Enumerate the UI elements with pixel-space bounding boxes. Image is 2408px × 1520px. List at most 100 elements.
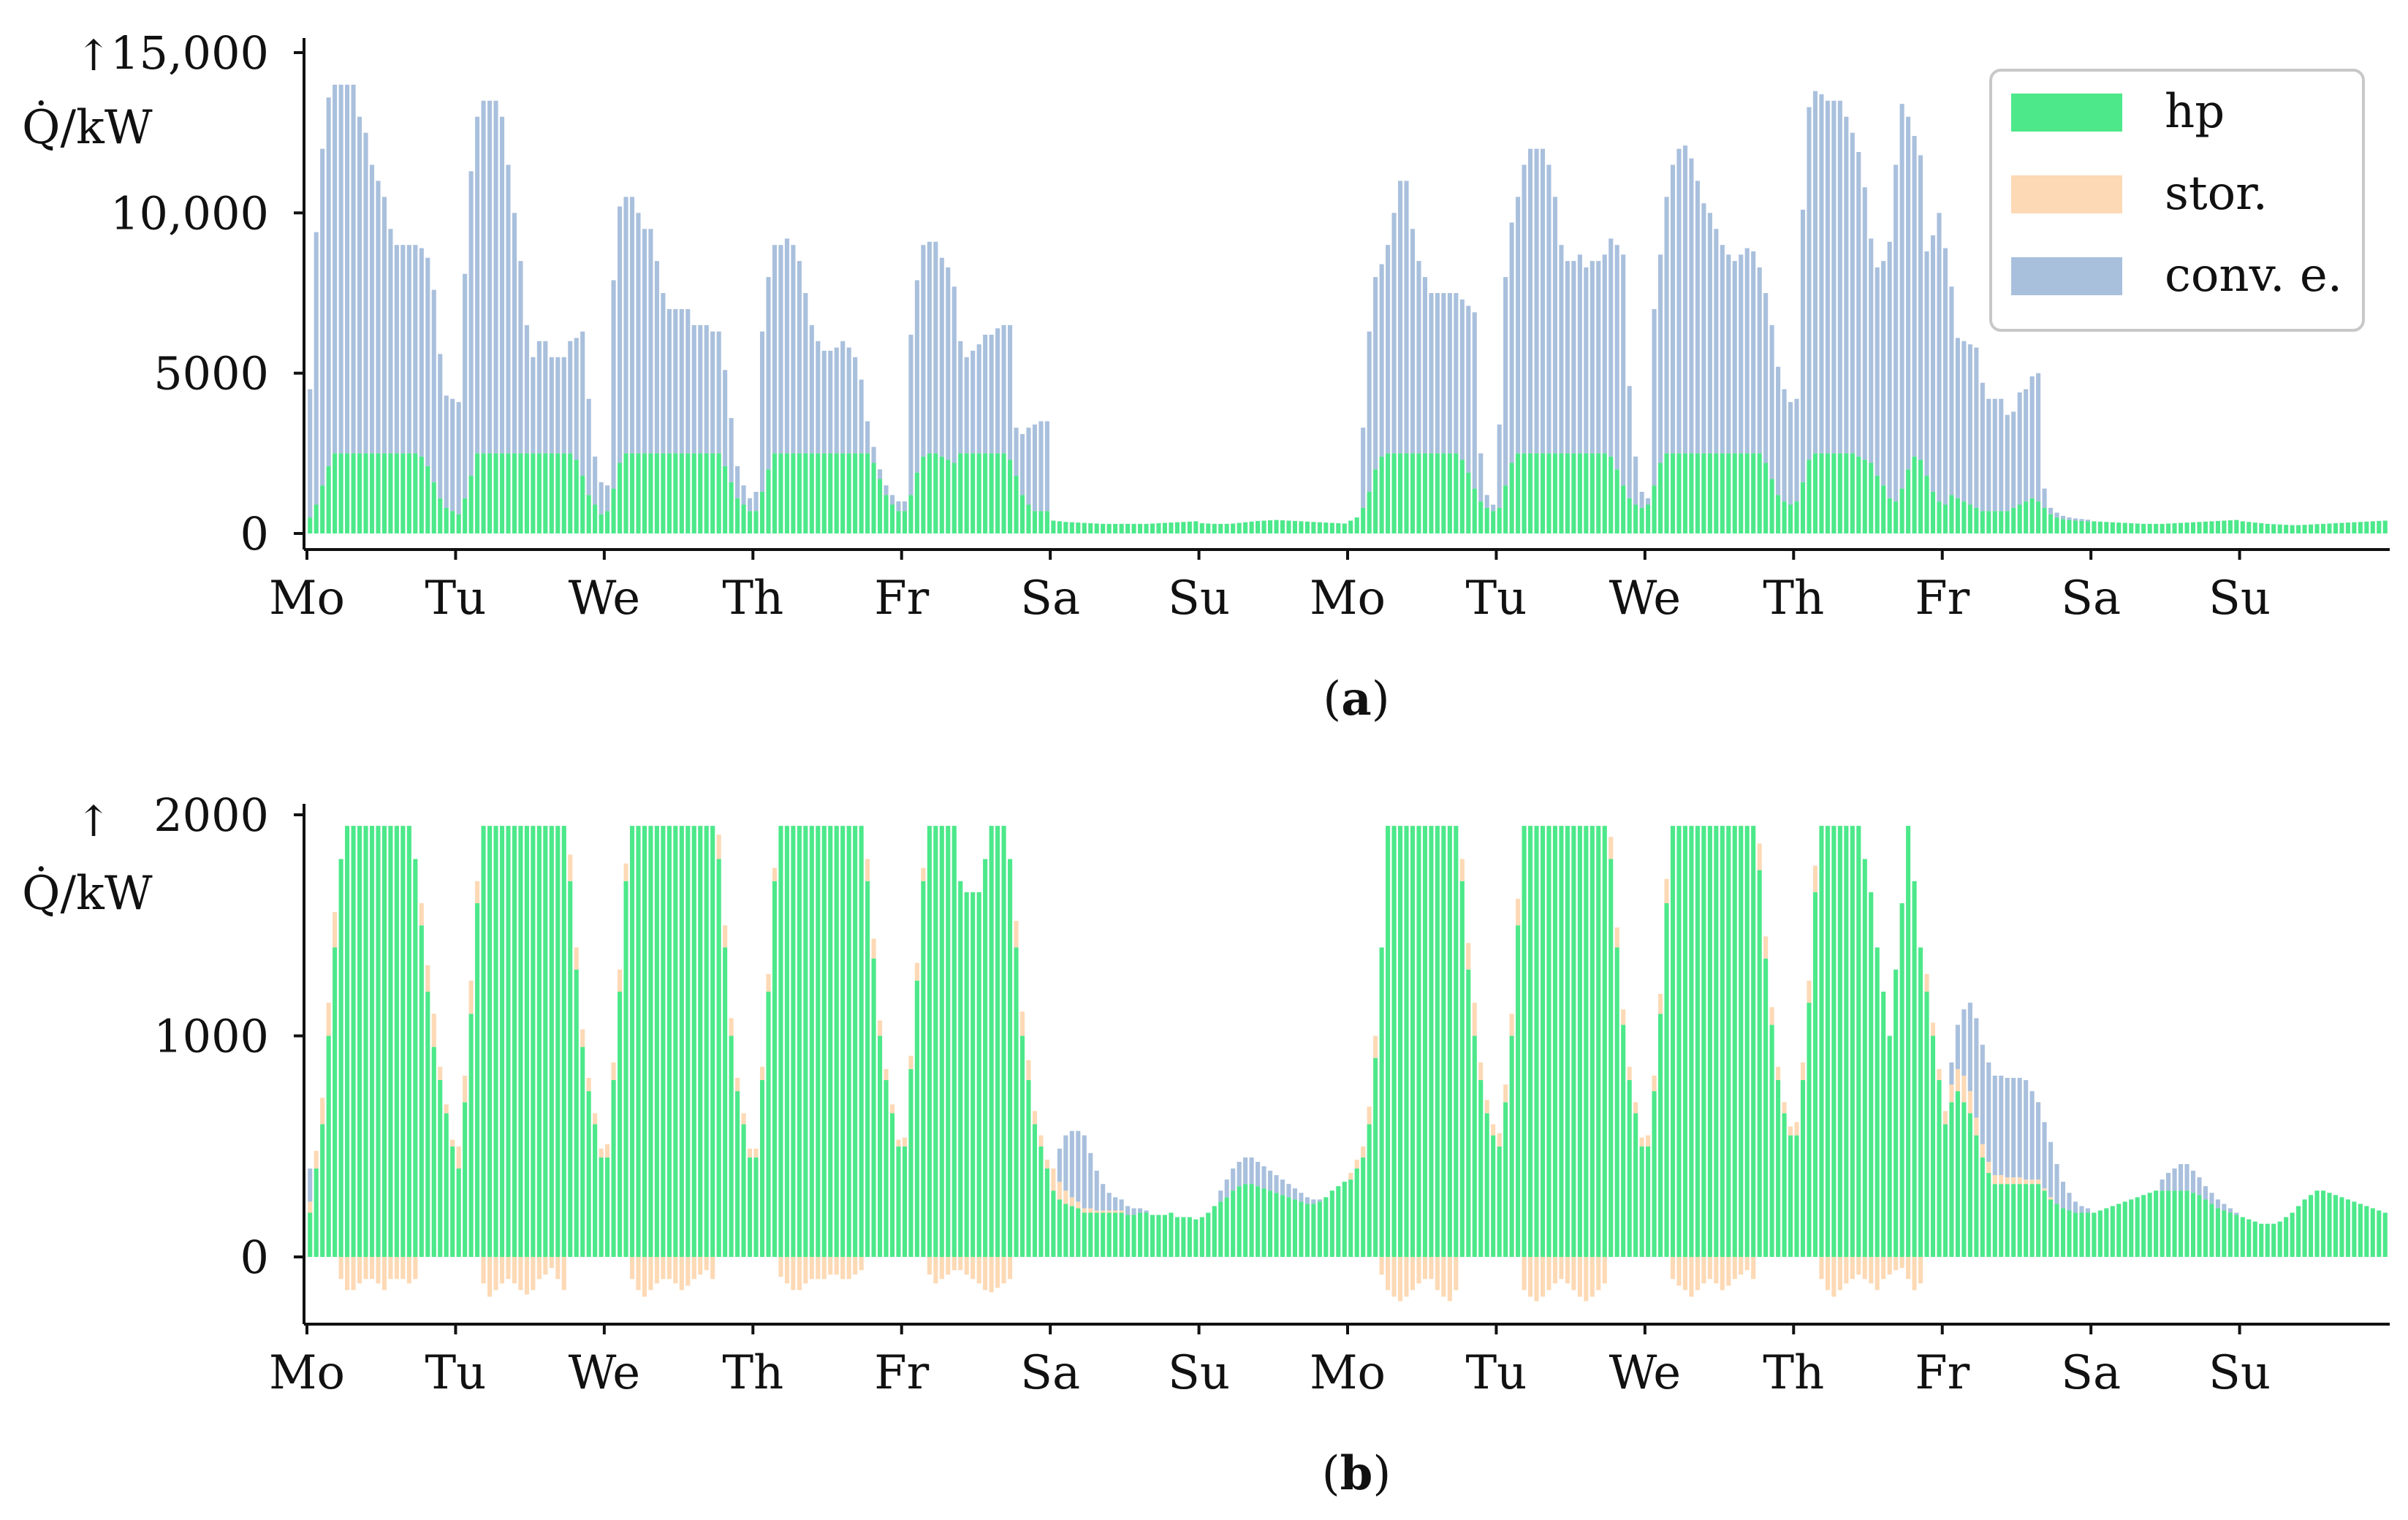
bar-hp — [2017, 504, 2022, 533]
bar-conv — [413, 245, 418, 454]
bar-conv — [524, 324, 529, 454]
bar-hp — [1844, 826, 1849, 1258]
bar-hp — [933, 453, 938, 533]
bar-hp — [1131, 523, 1136, 533]
bar-hp — [1299, 1201, 1304, 1258]
bar-hp — [2271, 524, 2276, 533]
bar-hp — [1881, 992, 1886, 1257]
bar-hp — [1812, 453, 1818, 533]
bar-conv — [531, 357, 536, 454]
bar-stor — [499, 1257, 505, 1284]
x-tick-label: Fr — [1915, 571, 1970, 626]
bar-hp — [654, 453, 659, 533]
bar-hp — [691, 826, 696, 1258]
bar-conv — [2079, 1206, 2084, 1213]
bar-conv — [2172, 1168, 2177, 1191]
bar-conv — [1652, 308, 1657, 486]
bar-hp — [333, 453, 338, 533]
bar-stor — [840, 1257, 846, 1280]
bar-hp — [1633, 1113, 1638, 1258]
bar-conv — [1670, 164, 1676, 454]
bar-hp — [338, 453, 343, 533]
bar-hp — [2048, 514, 2054, 533]
bar-hp — [1894, 501, 1899, 533]
bar-hp — [487, 826, 493, 1258]
bar-hp — [1522, 453, 1527, 533]
bar-hp — [1317, 522, 1322, 533]
bar-conv — [2085, 1208, 2090, 1213]
bar-stor — [673, 1257, 678, 1284]
bar-stor — [1602, 1257, 1607, 1284]
bar-hp — [1268, 1190, 1273, 1257]
bar-conv — [1769, 324, 1774, 479]
bar-conv — [859, 379, 864, 454]
bar-conv — [1875, 267, 1880, 476]
bar-conv — [1299, 1193, 1304, 1202]
bar-stor — [1967, 1091, 1972, 1114]
bar-hp — [1076, 522, 1081, 533]
bar-hp — [1701, 826, 1706, 1258]
bar-stor — [351, 1257, 356, 1291]
bar-hp — [753, 511, 759, 533]
bar-hp — [1540, 453, 1546, 533]
x-tick-label: Th — [1763, 571, 1824, 626]
bar-hp — [2060, 519, 2066, 533]
bar-stor — [580, 1029, 585, 1047]
bar-stor — [1565, 1257, 1570, 1284]
bar-conv — [753, 491, 759, 512]
bar-hp — [2309, 524, 2314, 533]
bar-stor — [821, 1257, 827, 1280]
bar-hp — [512, 826, 517, 1258]
bar-conv — [376, 180, 381, 454]
bar-stor — [1912, 1257, 1917, 1291]
bar-stor — [1887, 1257, 1892, 1275]
bar-hp — [828, 826, 833, 1258]
bar-conv — [1484, 495, 1489, 508]
bar-hp — [2085, 521, 2090, 533]
bar-stor — [828, 1257, 833, 1275]
bar-hp — [2017, 1184, 2022, 1257]
bar-hp — [1949, 495, 1954, 533]
bar-conv — [729, 418, 734, 482]
bar-stor — [531, 1257, 536, 1291]
bar-conv — [2042, 488, 2047, 508]
bar-hp — [1924, 992, 1929, 1257]
bar-hp — [1317, 1201, 1322, 1258]
bar-hp — [1038, 1146, 1044, 1257]
bar-conv — [2160, 1179, 2165, 1191]
bar-conv — [431, 289, 436, 482]
bar-hp — [878, 479, 883, 533]
bar-hp — [1386, 453, 1391, 533]
bar-hp — [1224, 523, 1229, 533]
bar-hp — [704, 453, 709, 533]
bar-conv — [1001, 324, 1006, 454]
bar-conv — [971, 350, 976, 454]
bar-conv — [741, 485, 746, 505]
bar-stor — [1472, 1003, 1477, 1036]
bar-stor — [1534, 1257, 1539, 1302]
bar-hp — [1274, 520, 1279, 533]
bar-conv — [1398, 180, 1403, 454]
bar-hp — [1416, 826, 1421, 1258]
bar-hp — [778, 826, 783, 1258]
bar-conv — [1274, 1175, 1279, 1193]
bar-hp — [1106, 523, 1112, 533]
bar-hp — [1237, 522, 1242, 533]
bar-hp — [1862, 460, 1867, 533]
bar-hp — [2246, 522, 2252, 533]
bar-hp — [1459, 460, 1465, 533]
bar-hp — [2005, 511, 2010, 533]
bar-hp — [1658, 1014, 1663, 1257]
bar-conv — [1751, 251, 1756, 454]
bar-hp — [1589, 826, 1595, 1258]
bar-hp — [1101, 1212, 1106, 1257]
bar-conv — [1844, 116, 1849, 454]
bar-stor — [1695, 1257, 1700, 1291]
bar-stor — [320, 1098, 325, 1125]
bar-conv — [1361, 428, 1366, 508]
bar-hp — [629, 826, 635, 1258]
bar-hp — [1559, 453, 1564, 533]
bar-conv — [1744, 248, 1750, 454]
bar-conv — [902, 501, 907, 512]
bar-hp — [1831, 826, 1837, 1258]
